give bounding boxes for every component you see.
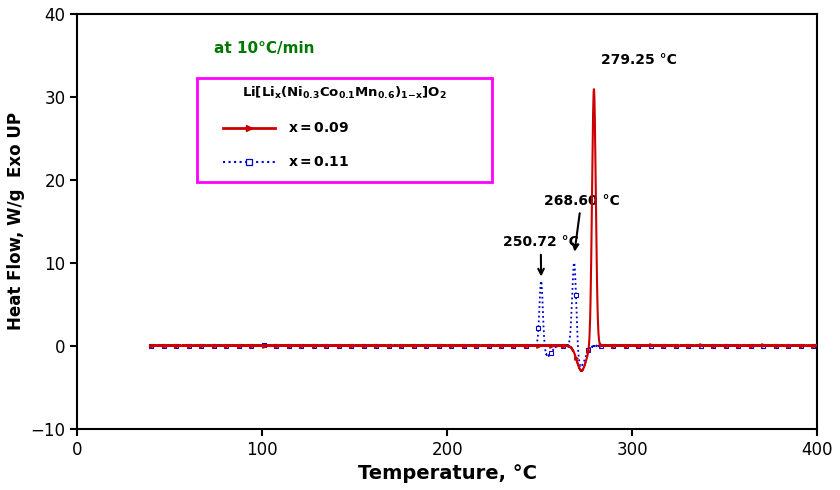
X-axis label: Temperature, °C: Temperature, °C	[358, 464, 537, 483]
Text: $\mathbf{x=0.09}$: $\mathbf{x=0.09}$	[288, 121, 349, 135]
FancyBboxPatch shape	[197, 78, 492, 182]
Text: $\mathbf{x=0.11}$: $\mathbf{x=0.11}$	[288, 155, 349, 169]
Text: at 10°C/min: at 10°C/min	[214, 41, 315, 56]
Text: 279.25 °C: 279.25 °C	[601, 53, 677, 67]
Text: 250.72 °C: 250.72 °C	[503, 235, 579, 274]
Text: 268.60 °C: 268.60 °C	[543, 194, 619, 249]
Text: $\mathbf{Li[Li_x(Ni_{0.3}Co_{0.1}Mn_{0.6})_{1\!-\!x}]O_2}$: $\mathbf{Li[Li_x(Ni_{0.3}Co_{0.1}Mn_{0.6…	[242, 84, 447, 100]
Y-axis label: Heat Flow, W/g  Exo UP: Heat Flow, W/g Exo UP	[7, 112, 25, 330]
